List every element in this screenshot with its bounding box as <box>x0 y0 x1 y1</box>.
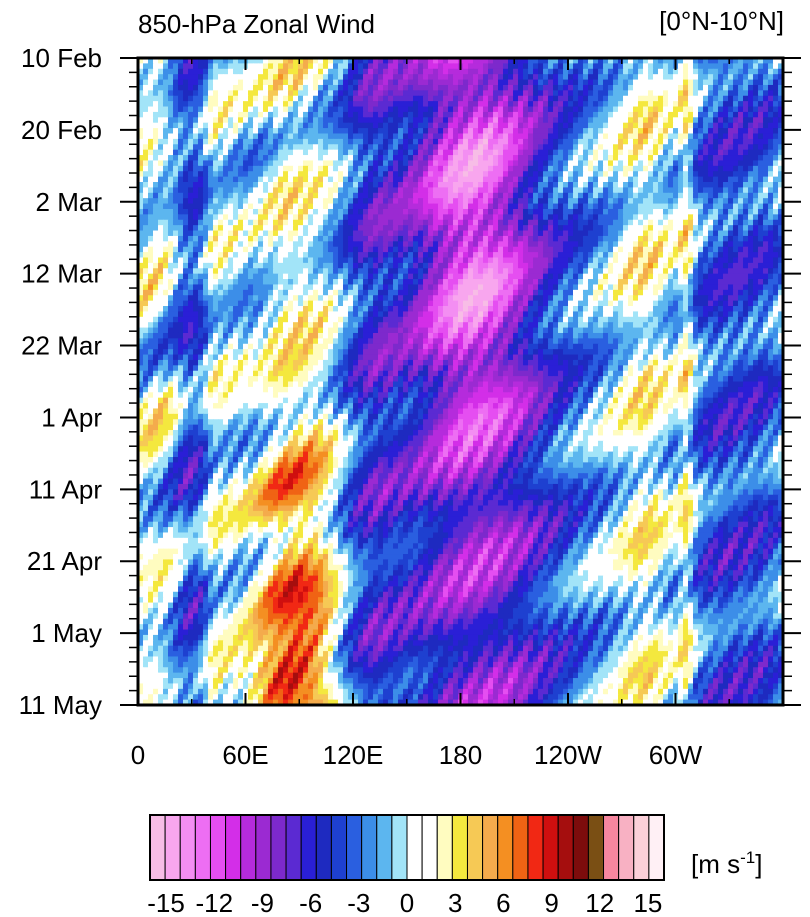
colorbar-tick-label: 6 <box>496 888 510 917</box>
colorbar-frame <box>149 814 665 881</box>
colorbar-swatch <box>315 814 332 881</box>
colorbar-tick-label: 3 <box>448 888 462 917</box>
y-tick-label: 21 Apr <box>27 546 103 576</box>
colorbar-swatch <box>648 814 665 881</box>
colorbar-swatch <box>451 814 468 881</box>
colorbar-swatch <box>285 814 302 881</box>
y-tick-label: 1 Apr <box>41 402 102 432</box>
y-tick-label: 22 Mar <box>21 331 102 361</box>
colorbar-swatch <box>497 814 514 881</box>
wind-field <box>138 58 783 705</box>
colorbar-swatch <box>557 814 574 881</box>
colorbar-tick-label: -6 <box>299 888 322 917</box>
colorbar-swatch <box>225 814 242 881</box>
colorbar-unit: [m s-1] <box>691 848 762 879</box>
colorbar-swatch <box>482 814 499 881</box>
colorbar-swatch <box>466 814 484 881</box>
region-label: [0°N-10°N] <box>659 6 784 36</box>
y-tick-label: 2 Mar <box>36 187 103 217</box>
colorbar-swatch <box>164 814 181 881</box>
colorbar-tick-label: 12 <box>585 888 614 917</box>
colorbar-swatch <box>436 814 453 881</box>
colorbar-swatch <box>255 814 272 881</box>
colorbar-tick-label: 15 <box>633 888 662 917</box>
x-tick-label: 60W <box>649 740 703 770</box>
colorbar-swatch <box>270 814 287 881</box>
y-tick-label: 20 Feb <box>21 115 102 145</box>
colorbar-swatch <box>587 814 605 881</box>
colorbar-swatch <box>527 814 544 881</box>
y-tick-label: 10 Feb <box>21 43 102 73</box>
y-axis: 10 Feb 20 Feb 2 Mar 12 Mar 22 Mar 1 Apr 11 Apr… <box>19 43 801 720</box>
colorbar-tick-label: -3 <box>347 888 370 917</box>
colorbar-swatch <box>300 814 317 881</box>
colorbar-swatch <box>346 814 363 881</box>
colorbar-tick-label: -12 <box>195 888 233 917</box>
colorbar-swatch <box>194 814 211 881</box>
colorbar-swatch <box>391 814 408 881</box>
colorbar-swatch <box>361 814 378 881</box>
colorbar-tick-label: -9 <box>251 888 274 917</box>
colorbar-swatch <box>572 814 589 881</box>
y-tick-label: 1 May <box>31 618 102 648</box>
colorbar-swatch <box>603 814 620 881</box>
chart-title: 850-hPa Zonal Wind <box>138 9 375 39</box>
colorbar-swatch <box>149 814 166 881</box>
x-tick-label: 0 <box>131 740 145 770</box>
x-tick-label: 180 <box>439 740 482 770</box>
colorbar-swatch <box>179 814 196 881</box>
colorbar: -15 -12 -9 -6 -3 0 3 6 9 12 15 <box>147 814 665 917</box>
colorbar-swatch <box>209 814 227 881</box>
y-tick-label: 11 May <box>19 690 102 720</box>
x-axis: 0 60E 120E 180 120W 60W <box>131 58 730 770</box>
colorbar-swatch <box>512 814 529 881</box>
colorbar-tick-label: -15 <box>147 888 185 917</box>
x-tick-label: 120E <box>323 740 384 770</box>
colorbar-tick-label: 9 <box>544 888 558 917</box>
y-tick-label: 12 Mar <box>21 259 102 289</box>
colorbar-swatch <box>421 814 438 881</box>
y-tick-label: 11 Apr <box>29 474 103 504</box>
colorbar-tick-label: 0 <box>400 888 414 917</box>
colorbar-swatch <box>406 814 423 881</box>
colorbar-swatch <box>240 814 257 881</box>
x-tick-label: 120W <box>534 740 602 770</box>
x-tick-label: 60E <box>222 740 268 770</box>
colorbar-swatch <box>376 814 393 881</box>
colorbar-swatch <box>542 814 559 881</box>
colorbar-swatch <box>633 814 650 881</box>
colorbar-swatch <box>618 814 635 881</box>
colorbar-swatch <box>330 814 348 881</box>
